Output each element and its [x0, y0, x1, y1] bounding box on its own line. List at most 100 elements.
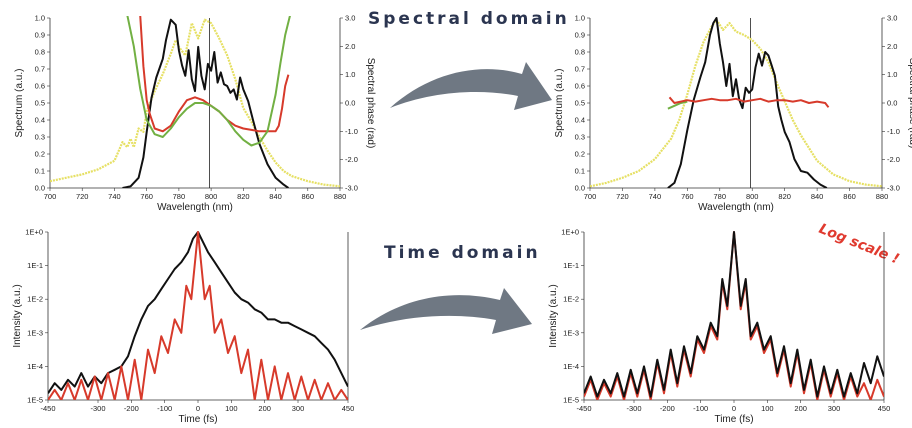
series-line-green: [126, 16, 291, 147]
y-axis-label: Spectrum (a.u.): [14, 69, 25, 138]
y-tick-label: 0.3: [575, 133, 585, 142]
y-tick-label: 0.8: [35, 48, 45, 57]
x-tick-label: 880: [334, 192, 347, 201]
time-after-chart: -450 -300 -200 -100 0 100 200 300 450 1E-5 1E-4 1E-…: [548, 228, 890, 426]
y2-tick-label: -2.0: [345, 155, 358, 164]
series-line-green: [667, 100, 688, 110]
x-tick-label: 840: [811, 192, 824, 201]
y2-tick-label: 1.0: [887, 70, 897, 79]
y2-axis-label: Spectral phase (rad): [907, 58, 912, 149]
x-tick-label: 860: [302, 192, 315, 201]
time-before-chart: -450 -300 -200 -100 0 100 200 300 450 1E-5 1E-4 1E-…: [12, 228, 354, 426]
x-axis-label: Time (fs): [714, 414, 753, 425]
y2-tick-label: -1.0: [887, 127, 900, 136]
series-line-black: [667, 17, 828, 188]
y-tick-label: 0.9: [575, 31, 585, 40]
y-tick-label: 1E-2: [563, 295, 579, 304]
series-line-yellow: [590, 18, 882, 188]
x-tick-label: 720: [616, 192, 629, 201]
x-tick-label: 880: [876, 192, 889, 201]
series-line-yellow: [50, 18, 340, 188]
x-tick-label: 300: [828, 404, 841, 413]
y-tick-label: 0.7: [575, 65, 585, 74]
transform-arrow-icon-top: [390, 62, 552, 110]
series-line-red: [139, 16, 290, 133]
y-tick-label: 0.2: [35, 150, 45, 159]
y-tick-label: 0.5: [575, 99, 585, 108]
y-axis-label: Spectrum (a.u.): [554, 69, 565, 138]
series-line-black: [48, 231, 348, 394]
x-tick-label: -300: [90, 404, 105, 413]
y-tick-label: 1E-5: [563, 396, 579, 405]
y-tick-label: 0.1: [575, 167, 585, 176]
x-tick-label: -100: [157, 404, 172, 413]
y-tick-label: 1E-1: [563, 261, 579, 270]
y2-tick-label: 0.0: [345, 99, 355, 108]
y2-axis-label: Spectral phase (rad): [365, 58, 376, 149]
y-tick-label: 1E+0: [561, 228, 579, 237]
y-tick-label: 0.5: [35, 99, 45, 108]
y2-tick-label: -3.0: [887, 184, 900, 193]
y-tick-label: 0.8: [575, 48, 585, 57]
y-tick-label: 1E-3: [27, 328, 43, 337]
y-tick-label: 1E-2: [27, 295, 43, 304]
y2-tick-label: 2.0: [887, 42, 897, 51]
x-tick-label: 700: [584, 192, 597, 201]
y-tick-label: 0.7: [35, 65, 45, 74]
x-tick-label: -450: [576, 404, 591, 413]
x-tick-label: 450: [342, 404, 355, 413]
y-tick-label: 0.4: [35, 116, 45, 125]
x-tick-label: 800: [205, 192, 218, 201]
x-tick-label: -300: [626, 404, 641, 413]
y-tick-label: 0.6: [575, 82, 585, 91]
x-axis-label: Wavelength (nm): [698, 202, 774, 213]
x-tick-label: 820: [237, 192, 250, 201]
x-tick-label: 860: [843, 192, 856, 201]
series-line-red: [668, 96, 830, 108]
y-tick-label: 0.9: [35, 31, 45, 40]
y-tick-label: 1E-4: [563, 362, 579, 371]
series-line-black: [122, 18, 289, 188]
y-tick-label: 1E-4: [27, 362, 43, 371]
x-tick-label: 0: [196, 404, 200, 413]
x-axis-label: Wavelength (nm): [157, 202, 233, 213]
x-tick-label: 100: [761, 404, 774, 413]
y2-tick-label: -3.0: [345, 184, 358, 193]
y-tick-label: 0.6: [35, 82, 45, 91]
series-line-red: [48, 231, 348, 400]
x-tick-label: 100: [225, 404, 238, 413]
x-tick-label: 760: [140, 192, 153, 201]
x-tick-label: -200: [124, 404, 139, 413]
x-tick-label: 740: [108, 192, 121, 201]
y-tick-label: 0.0: [575, 184, 585, 193]
y-tick-label: 0.1: [35, 167, 45, 176]
y2-tick-label: 2.0: [345, 42, 355, 51]
y-tick-label: 1.0: [35, 14, 45, 23]
y-axis-label: Intensity (a.u.): [548, 284, 559, 347]
x-tick-label: 760: [681, 192, 694, 201]
y-tick-label: 0.3: [35, 133, 45, 142]
x-tick-label: 780: [714, 192, 727, 201]
y-tick-label: 1E-1: [27, 261, 43, 270]
y-tick-label: 0.4: [575, 116, 585, 125]
x-tick-label: -200: [660, 404, 675, 413]
x-axis-label: Time (fs): [178, 414, 217, 425]
x-tick-label: 200: [794, 404, 807, 413]
y-axis-label: Intensity (a.u.): [12, 284, 23, 347]
x-tick-label: 700: [44, 192, 57, 201]
y2-tick-label: 3.0: [345, 14, 355, 23]
y-tick-label: 1E-3: [563, 328, 579, 337]
y-tick-label: 1.0: [575, 14, 585, 23]
x-tick-label: 780: [173, 192, 186, 201]
transform-arrow-icon-bottom: [360, 288, 532, 334]
y-tick-label: 0.0: [35, 184, 45, 193]
y-tick-label: 1E-5: [27, 396, 43, 405]
spectral-before-chart: 700 720 740 760 780 800 820 840 860 880 0.0 0.1 0.2 0…: [14, 14, 376, 214]
x-tick-label: 200: [258, 404, 271, 413]
x-tick-label: -100: [693, 404, 708, 413]
x-tick-label: 820: [778, 192, 791, 201]
x-tick-label: 740: [649, 192, 662, 201]
y-tick-label: 0.2: [575, 150, 585, 159]
y2-tick-label: -1.0: [345, 127, 358, 136]
